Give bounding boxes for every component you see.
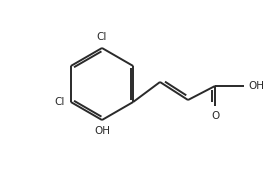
Text: O: O [211,111,219,121]
Text: Cl: Cl [55,97,65,107]
Text: OH: OH [248,81,264,91]
Text: OH: OH [94,126,110,136]
Text: Cl: Cl [97,32,107,42]
